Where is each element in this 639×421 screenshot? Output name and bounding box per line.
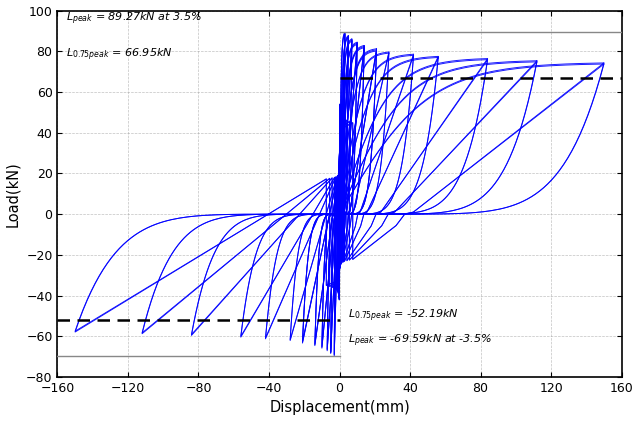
Text: $L_{peak}$ = 89.27kN at 3.5%: $L_{peak}$ = 89.27kN at 3.5%: [66, 11, 202, 27]
X-axis label: Displacement(mm): Displacement(mm): [269, 400, 410, 416]
Text: $L_{0.75peak}$ = -52.19kN: $L_{0.75peak}$ = -52.19kN: [348, 308, 459, 324]
Text: $L_{0.75peak}$ = 66.95kN: $L_{0.75peak}$ = 66.95kN: [66, 47, 173, 64]
Y-axis label: Load(kN): Load(kN): [6, 161, 20, 226]
Text: $L_{peak}$ = -69.59kN at -3.5%: $L_{peak}$ = -69.59kN at -3.5%: [348, 332, 493, 349]
